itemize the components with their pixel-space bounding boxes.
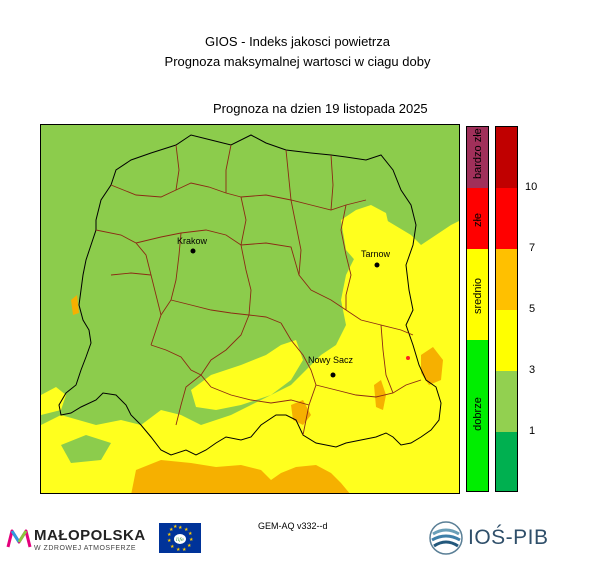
scale-band-5 [496, 249, 517, 310]
svg-text:★: ★ [189, 537, 194, 543]
map-subtitle: Prognoza maksymalnej wartosci w ciagu do… [164, 54, 431, 69]
map-title: GIOS - Indeks jakosci powietrza [205, 34, 390, 49]
city-marker-krakow [190, 248, 196, 254]
region-border [58, 134, 442, 456]
model-version: GEM-AQ v332--d [258, 521, 328, 531]
svg-text:★: ★ [173, 524, 178, 530]
category-very-bad [467, 127, 488, 188]
orange-zone-2 [421, 347, 443, 385]
category-bad [467, 188, 488, 249]
malopolska-slogan: W ZDROWEJ ATMOSFERZE [34, 545, 137, 552]
svg-text:★: ★ [169, 527, 174, 533]
scale-tick-3: 3 [529, 364, 536, 376]
city-marker-tarnow [374, 262, 380, 268]
scale-tick-5: 5 [529, 303, 536, 315]
scale-band-10 [496, 127, 517, 188]
map-canvas: Krakow Tarnow Nowy Sacz [41, 125, 459, 493]
category-label-good: dobrze [472, 397, 484, 431]
city-label-krakow: Krakow [177, 236, 208, 246]
moderate-zone-center [191, 340, 303, 410]
scale-tick-1: 1 [529, 425, 536, 437]
svg-text:★: ★ [176, 547, 181, 553]
eu-stars-icon: ★ ★★ ★★★ ★★★ ★★ ★ life [167, 524, 194, 553]
malopolska-logo: MAŁOPOLSKA W ZDROWEJ ATMOSFERZE [6, 523, 146, 563]
scale-band-3 [496, 310, 517, 371]
category-good [467, 340, 488, 491]
category-label-very-bad: bardzo złe [472, 128, 484, 179]
good-island-2 [61, 435, 111, 463]
malopolska-name: MAŁOPOLSKA [34, 527, 146, 544]
air-quality-map: Krakow Tarnow Nowy Sacz [40, 124, 460, 494]
eu-program-label: life [176, 537, 184, 543]
county-borders [95, 144, 422, 436]
category-moderate [467, 249, 488, 340]
category-label-moderate: srednio [472, 277, 484, 315]
ios-pib-emblem-icon [429, 521, 463, 555]
svg-text:★: ★ [188, 531, 193, 537]
good-island-1 [281, 265, 341, 330]
svg-text:★: ★ [182, 547, 187, 553]
moderate-zone-east [341, 205, 391, 275]
city-label-tarnow: Tarnow [361, 249, 391, 259]
svg-text:★: ★ [187, 543, 192, 549]
scale-band-0 [496, 432, 517, 491]
ios-pib-name: IOŚ-PIB [468, 526, 549, 549]
orange-zone-5 [71, 295, 79, 315]
svg-text:★: ★ [167, 532, 172, 538]
scale-tick-10: 10 [525, 181, 538, 193]
ios-pib-logo: IOŚ-PIB [428, 518, 568, 558]
eu-life-logo: ★ ★ ★ ★ ★ ★ ★ ★ ★ ★ ★ ★ life [159, 523, 201, 553]
forecast-date: Prognoza na dzien 19 listopada 2025 [213, 101, 428, 116]
category-label-bad: złe [472, 212, 484, 228]
svg-text:★: ★ [178, 525, 183, 531]
svg-text:★: ★ [170, 544, 175, 550]
scale-tick-7: 7 [529, 242, 536, 254]
index-scale [495, 126, 518, 492]
category-legend [466, 126, 489, 492]
orange-zone-1 [131, 460, 350, 493]
svg-text:★: ★ [167, 538, 172, 544]
city-marker-nowy-sacz [330, 372, 336, 378]
moderate-zone-south [41, 215, 459, 493]
orange-zone-3 [374, 380, 386, 410]
scale-band-7 [496, 188, 517, 249]
city-label-nowy-sacz: Nowy Sacz [308, 355, 354, 365]
red-spot [406, 356, 410, 360]
svg-text:★: ★ [184, 527, 189, 533]
scale-band-1 [496, 371, 517, 432]
malopolska-m-icon [6, 529, 32, 548]
